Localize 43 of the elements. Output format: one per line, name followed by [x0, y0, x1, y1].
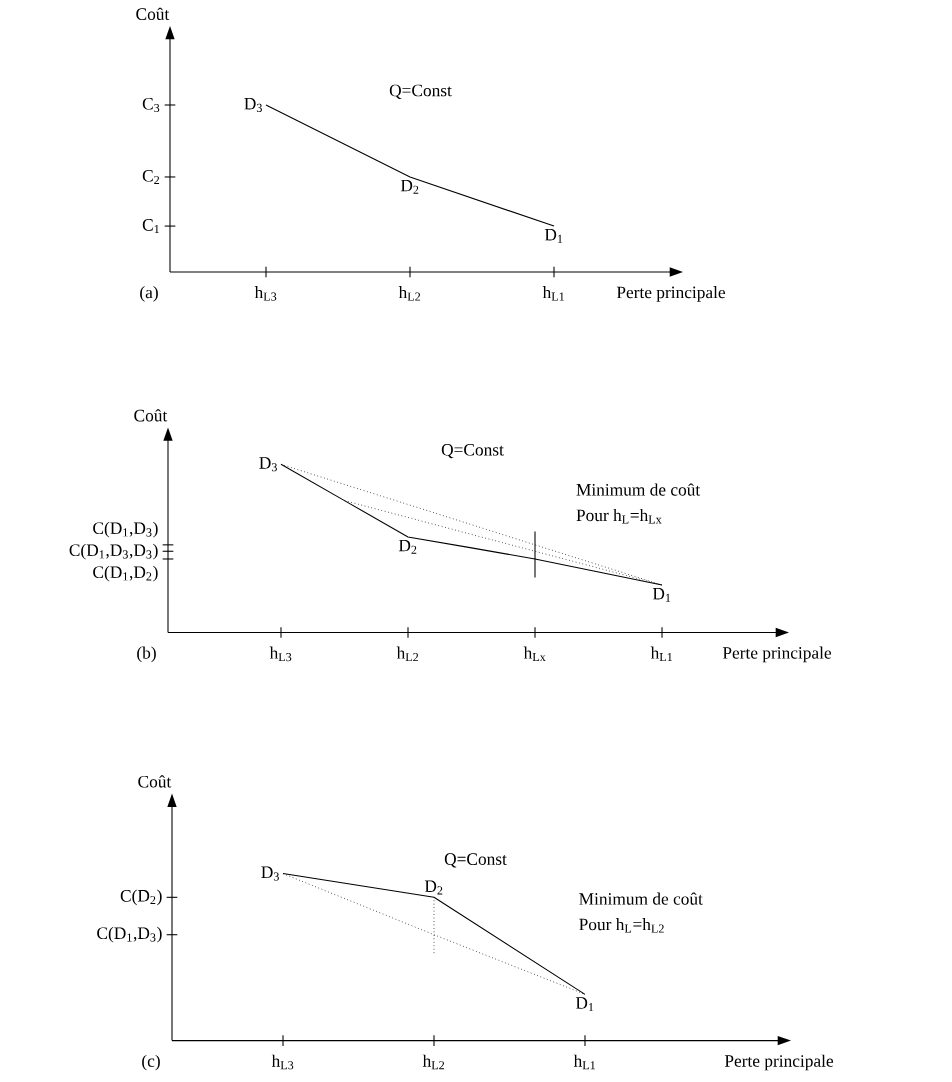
annotation: Pour h$_{L}$=h$_{L2}$	[579, 918, 664, 933]
x-tick-label: h$_{L1}$	[650, 646, 673, 662]
ref-line-label: C(D$_{1}$,D$_{3}$,D$_{3}$)	[69, 543, 158, 560]
x-axis-title: Perte principale	[722, 646, 832, 663]
y-axis-title: Coût	[134, 409, 168, 422]
ref-line-label: C$_{2}$	[142, 169, 160, 184]
annotation: D$_{3}$	[244, 98, 262, 112]
x-axis-title: Perte principale	[724, 1054, 834, 1071]
annotation: D$_{3}$	[261, 866, 279, 881]
annotation: Minimum de coût	[579, 892, 703, 905]
annotation: D$_{2}$	[398, 539, 417, 554]
annotation: Minimum de coût	[576, 483, 701, 496]
text: (c)	[142, 1054, 160, 1071]
annotation: D$_{1}$	[652, 587, 671, 602]
annotation: D$_{1}$	[575, 997, 594, 1012]
ref-line-label: C$_{1}$	[142, 219, 159, 234]
text: (a)	[140, 286, 158, 302]
text: Q=Const	[389, 84, 452, 99]
annotation: D$_{1}$	[544, 229, 563, 243]
annotation: D$_{3}$	[259, 457, 277, 472]
x-tick-label: h$_{L3}$	[254, 286, 277, 301]
annotation: D$_{2}$	[424, 880, 443, 895]
text: Q=Const	[441, 443, 504, 459]
ref-line-label: C(D$_{1}$,D$_{3}$)	[93, 521, 158, 538]
x-tick-label: h$_{L3}$	[271, 1054, 294, 1070]
ref-line-label: C(D$_{1}$,D$_{3}$)	[97, 926, 162, 943]
y-axis-title: Coût	[136, 7, 170, 20]
ref-line-label: C(D$_{2}$)	[120, 889, 162, 906]
x-tick-label: h$_{L1}$	[573, 1054, 596, 1070]
annotation: D$_{2}$	[400, 179, 419, 194]
x-tick-label: h$_{L2}$	[398, 286, 421, 301]
text: Q=Const	[444, 853, 507, 868]
text: (b)	[137, 646, 156, 663]
x-tick-label: h$_{L2}$	[396, 646, 419, 662]
x-tick-label: h$_{Lx}$	[523, 646, 546, 661]
y-axis-title: Coût	[138, 775, 172, 788]
x-axis-title: Perte principale	[616, 286, 726, 302]
annotation: Pour h$_{L}$=h$_{Lx}$	[576, 508, 662, 524]
x-tick-label: h$_{L2}$	[422, 1054, 445, 1070]
ref-line-label: C(D$_{1}$,D$_{2}$)	[93, 565, 158, 582]
ref-line-label: C$_{3}$	[142, 97, 160, 113]
x-tick-label: h$_{L1}$	[542, 286, 565, 301]
x-tick-label: h$_{L3}$	[269, 646, 292, 662]
